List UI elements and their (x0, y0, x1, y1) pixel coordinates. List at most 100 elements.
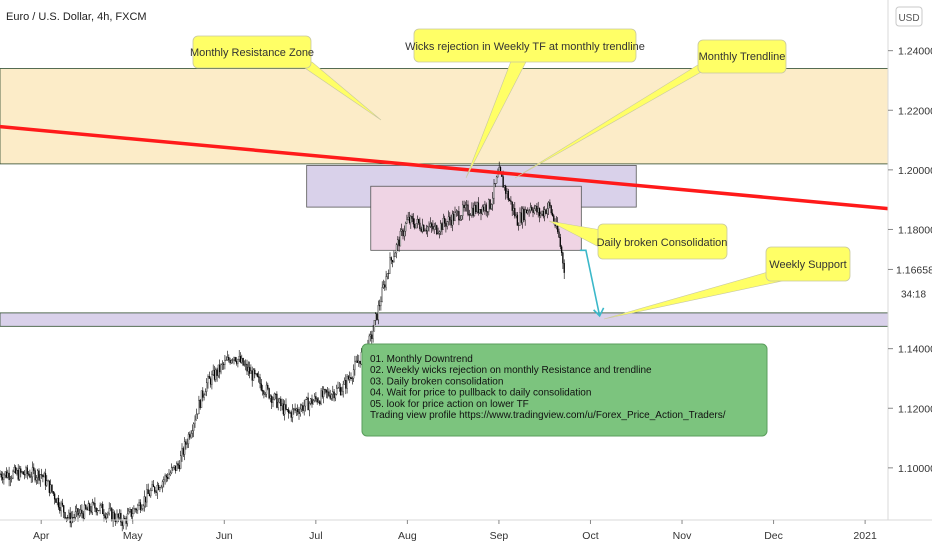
trade-plan-line: Trading view profile https://www.trading… (370, 410, 726, 421)
candle (135, 507, 138, 514)
callout-weekly-support[interactable]: Weekly Support (765, 246, 851, 282)
candle (393, 250, 395, 263)
candle (130, 508, 132, 519)
candle (464, 201, 467, 212)
candle (528, 209, 530, 217)
candle (169, 470, 171, 477)
price-axis[interactable]: 1.24000 1.22000 1.20000 1.18000 1.16658 1.140… (887, 0, 932, 550)
candle (284, 400, 286, 421)
callout-resistance-zone[interactable]: Monthly Resistance Zone (190, 35, 314, 69)
candle (473, 201, 476, 217)
candle (246, 359, 248, 376)
candle (142, 503, 144, 512)
candle (302, 402, 304, 414)
candle (544, 206, 546, 222)
candle (475, 201, 477, 214)
candle (160, 484, 162, 489)
price-tick-label: 1.18000 (898, 224, 932, 236)
candle (450, 214, 452, 229)
zone-daily-broken-consolidation[interactable] (370, 185, 582, 251)
candle (40, 468, 43, 479)
candle (60, 500, 62, 517)
candle (78, 508, 80, 518)
candle (443, 215, 446, 228)
candle (271, 394, 273, 409)
candle (343, 377, 346, 385)
candle (143, 490, 145, 512)
callout-daily-consolidation[interactable]: Daily broken Consolidation (597, 223, 728, 260)
currency-badge[interactable]: USD (895, 6, 923, 27)
candle (72, 510, 74, 524)
candle (432, 220, 434, 232)
candle (59, 502, 61, 514)
candle (24, 470, 26, 480)
candle (222, 362, 225, 370)
candle (468, 209, 470, 221)
candle (349, 371, 351, 384)
candle (124, 515, 126, 520)
callout-monthly-trendline[interactable]: Monthly Trendline (697, 39, 787, 74)
callout-daily-consolidation-text: Daily broken Consolidation (597, 237, 728, 249)
candle (207, 374, 209, 389)
monthly-trendline[interactable] (0, 124, 889, 211)
zone-weekly-support[interactable] (0, 312, 889, 327)
callouts: Monthly Resistance Zone Wicks rejection … (190, 28, 851, 282)
candle (420, 226, 422, 233)
candle (325, 389, 327, 399)
candle (534, 205, 537, 212)
candle (423, 224, 425, 232)
candle (313, 393, 316, 403)
candle (73, 514, 75, 522)
candle (33, 463, 35, 475)
candle (542, 206, 545, 219)
candle (428, 221, 430, 232)
candle (217, 364, 220, 378)
candle (215, 367, 217, 383)
candle (193, 422, 195, 438)
candle (226, 350, 229, 361)
candle (4, 471, 6, 479)
candle (92, 501, 95, 506)
projection-arrow[interactable] (579, 249, 605, 318)
candle (120, 509, 122, 526)
candle (441, 222, 443, 235)
candle (485, 202, 487, 217)
time-axis[interactable]: Apr May Jun Jul Aug Sep Oct Nov Dec 2021 (0, 519, 932, 542)
candle (167, 473, 169, 482)
candle (141, 504, 143, 511)
candle (170, 463, 173, 475)
candle (234, 356, 236, 363)
candle (13, 464, 15, 474)
candle (107, 511, 109, 519)
candle (430, 222, 433, 233)
price-tick-label: 1.22000 (898, 105, 932, 117)
candle (22, 471, 25, 475)
candle (545, 208, 547, 215)
price-tick-label: 1.20000 (898, 165, 932, 177)
candle (338, 381, 340, 392)
candle (531, 205, 533, 212)
candle (354, 355, 356, 376)
candle (320, 387, 322, 406)
candle (295, 407, 298, 416)
candle (268, 387, 270, 400)
trade-plan-line: 02. Weekly wicks rejection on monthly Re… (370, 365, 652, 376)
candle (154, 486, 156, 494)
time-tick-label: May (123, 530, 144, 542)
candle (0, 471, 2, 481)
candle (523, 206, 525, 222)
callout-weekly-support-text: Weekly Support (769, 259, 846, 271)
candle (21, 470, 23, 474)
candle (306, 396, 308, 400)
candle (185, 439, 187, 450)
candle (442, 213, 444, 230)
candle (178, 460, 181, 472)
zone-monthly-resistance-zone[interactable] (0, 68, 889, 165)
candle (401, 223, 403, 237)
candle (287, 407, 290, 419)
candle (177, 460, 179, 469)
callout-wicks-rejection[interactable]: Wicks rejection in Weekly TF at monthly … (405, 28, 645, 63)
